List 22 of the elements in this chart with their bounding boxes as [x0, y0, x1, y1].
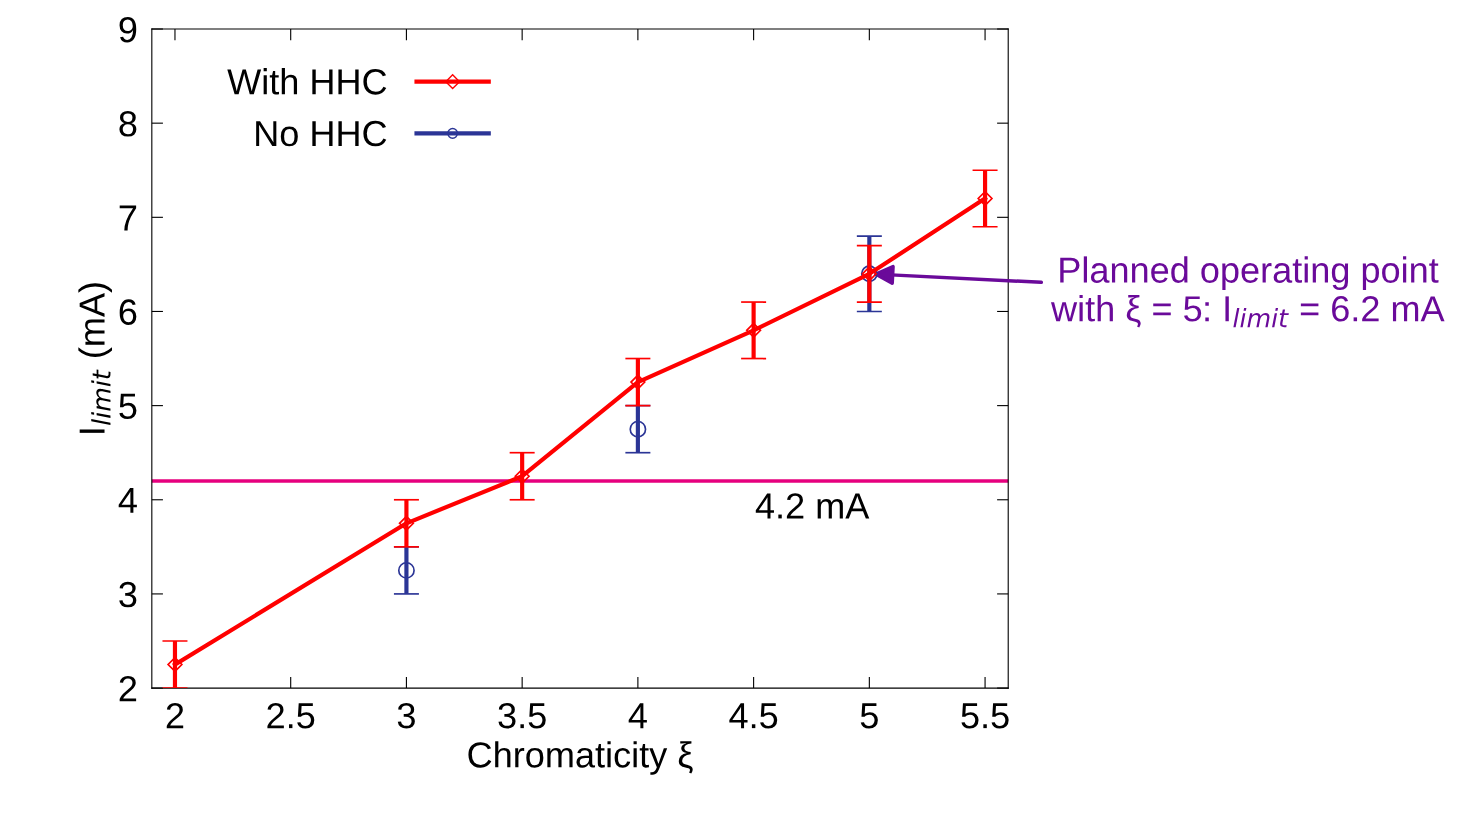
y-tick-label: 8 — [119, 111, 137, 137]
x-tick-label: 5.5 — [961, 703, 1009, 729]
x-tick-label: 2 — [166, 702, 184, 729]
y-tick-label: 7 — [119, 205, 137, 231]
x-tick-label: 5 — [860, 703, 878, 729]
x-tick-label: 3 — [397, 702, 415, 729]
ref-line-label: 4.2 mA — [755, 493, 870, 519]
x-tick-label: 4 — [628, 703, 647, 729]
legend-label: No HHC — [256, 120, 387, 147]
y-tick-label: 3 — [119, 581, 137, 608]
y-tick-label: 5 — [119, 393, 137, 420]
y-axis-title: I$_{limit}$ (mA) — [78, 283, 112, 433]
y-tick-label: 6 — [119, 299, 137, 325]
x-tick-label: 2.5 — [267, 702, 315, 729]
x-tick-label: 4.5 — [729, 703, 778, 729]
legend-label: With HHC — [227, 68, 387, 95]
annotation: Planned operating point with ξ = 5: I$_{limit}$ = 6.2 mA — [1050, 256, 1445, 328]
y-tick-label: 2 — [119, 675, 137, 702]
y-tick-label: 4 — [118, 488, 137, 513]
x-axis-title: Chromaticity ξ — [468, 741, 693, 775]
x-tick-label: 3.5 — [498, 702, 546, 729]
y-tick-label: 9 — [119, 16, 137, 43]
